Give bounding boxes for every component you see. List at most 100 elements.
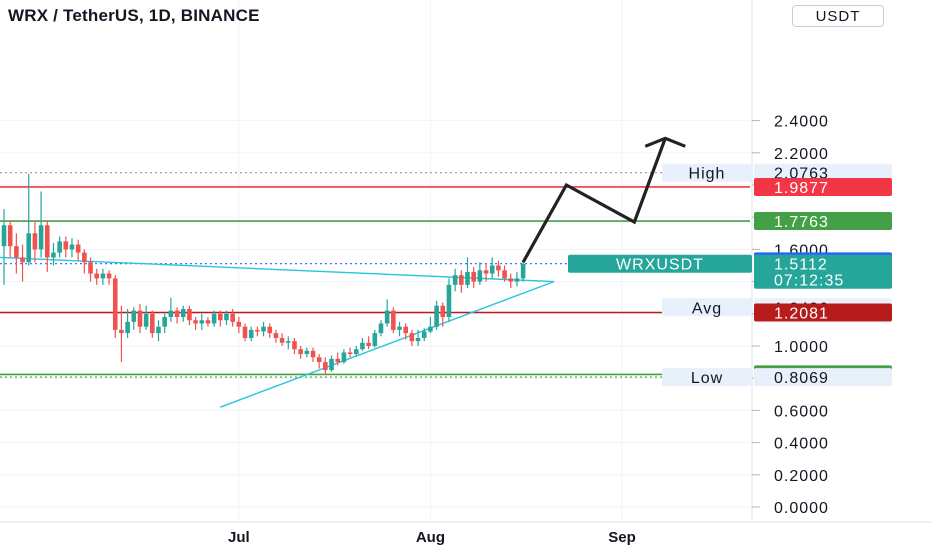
price-label-r1: 1.9877: [754, 177, 892, 197]
candle-body: [434, 305, 439, 327]
candle-body: [298, 349, 303, 355]
price-tag-label: Avg: [692, 300, 722, 317]
price-label-value: 1.5112: [774, 257, 828, 274]
price-label-value: 1.7763: [774, 214, 829, 231]
candle: [298, 346, 303, 359]
candle: [75, 239, 81, 261]
candle-body: [69, 244, 75, 250]
candle-body: [20, 257, 25, 263]
candle-body: [304, 350, 310, 355]
candle: [242, 323, 248, 342]
candle: [335, 352, 341, 366]
candle-body: [125, 321, 130, 334]
currency-button[interactable]: USDT: [792, 5, 884, 27]
candle: [82, 249, 87, 274]
candle-body: [156, 326, 161, 334]
candle: [421, 328, 427, 342]
candle: [20, 244, 25, 282]
candle-body: [310, 350, 316, 358]
candle: [94, 268, 99, 285]
candle: [224, 310, 229, 326]
candle-body: [421, 331, 427, 338]
candle-body: [285, 341, 291, 343]
y-tick-label: 1.0000: [774, 339, 829, 356]
candle-body: [502, 270, 507, 279]
candle-body: [403, 326, 408, 334]
candle-body: [384, 310, 390, 324]
candle-body: [44, 225, 50, 258]
candle: [248, 326, 254, 342]
candle: [14, 233, 19, 274]
candle-body: [150, 313, 155, 334]
price-labels: 2.0763High1.98771.77631.52531.511207:12:…: [568, 163, 892, 387]
candle: [341, 349, 347, 364]
candle: [26, 173, 32, 266]
candle: [366, 336, 371, 350]
candle: [168, 297, 174, 322]
candle-body: [187, 308, 192, 321]
candle: [174, 307, 180, 324]
candle-body: [391, 310, 396, 330]
price-tag-label: WRXUSDT: [616, 257, 704, 274]
candle: [378, 320, 384, 337]
candle: [1, 209, 7, 285]
x-tick-label: Aug: [416, 529, 445, 546]
candle-body: [353, 349, 359, 355]
candle: [137, 304, 143, 334]
candle-body: [508, 278, 514, 282]
candle-body: [514, 278, 520, 282]
candle: [106, 270, 112, 285]
candle-body: [131, 310, 137, 322]
candle: [69, 238, 75, 258]
trendlines: [0, 256, 555, 408]
candle-body: [106, 273, 112, 279]
candle: [409, 329, 415, 346]
price-tag-box: [662, 163, 752, 182]
candle-body: [143, 313, 149, 327]
candle: [199, 313, 205, 330]
candle: [520, 260, 526, 282]
candle-body: [323, 362, 328, 371]
candle-body: [261, 326, 266, 332]
price-label-s1: 1.2081: [754, 303, 892, 322]
candle: [211, 310, 217, 327]
candle: [267, 323, 273, 338]
price-label-r2: 1.7763: [754, 212, 892, 231]
price-tag-box: [568, 254, 752, 273]
candle: [261, 321, 266, 337]
candle-body: [255, 329, 260, 332]
candle-body: [180, 308, 186, 318]
candle-body: [100, 273, 106, 279]
candle-body: [397, 326, 402, 330]
y-tick-label: 2.4000: [774, 114, 829, 131]
candle-body: [360, 342, 365, 350]
candle-body: [168, 310, 174, 318]
price-tag-box: [662, 368, 752, 387]
candle: [44, 220, 50, 272]
x-tick-label: Jul: [228, 529, 250, 546]
candle-body: [248, 329, 254, 338]
candle-body: [489, 265, 495, 274]
candle: [230, 308, 235, 327]
time-axis[interactable]: Jul Aug Sep: [228, 529, 636, 546]
price-label-box: [754, 212, 892, 231]
candle: [131, 307, 137, 330]
candle: [100, 268, 106, 285]
candle-body: [199, 320, 205, 324]
price-label-box: [754, 368, 892, 387]
ascending-trendline: [220, 280, 555, 408]
candle: [329, 355, 334, 372]
candle-body: [38, 225, 44, 250]
candle-body: [32, 233, 38, 250]
candle-body: [211, 313, 217, 324]
price-label-value: 0.8069: [774, 370, 829, 387]
candle: [180, 305, 186, 322]
candle: [193, 317, 198, 330]
candle-body: [496, 265, 501, 271]
candle-body: [137, 310, 143, 327]
candle: [323, 357, 328, 375]
candle-body: [465, 271, 470, 285]
candle: [7, 220, 13, 258]
candle-body: [224, 313, 229, 321]
